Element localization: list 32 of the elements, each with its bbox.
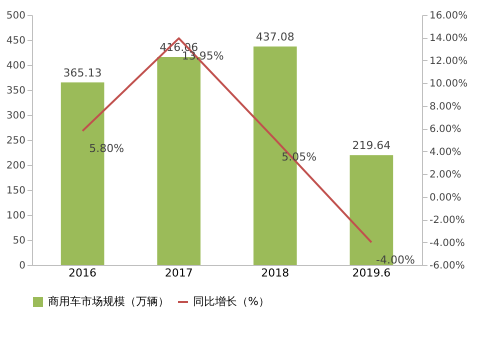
y-tick-label: 150 xyxy=(6,186,26,196)
x-tick-label: 2017 xyxy=(164,266,193,280)
x-tick-label: 2018 xyxy=(261,266,290,280)
y2-tick-label: 6.00% xyxy=(430,124,462,136)
y-tick-label: 300 xyxy=(6,110,26,122)
y-tick-label: 0 xyxy=(19,260,26,272)
data-label: 437.08 xyxy=(256,30,294,44)
legend-label: 同比增长（%） xyxy=(193,295,270,308)
y-tick-label: 350 xyxy=(6,86,26,96)
y-tick-label: 50 xyxy=(12,236,26,246)
y2-tick-label: 10.00% xyxy=(430,78,468,90)
y2-tick-label: 4.00% xyxy=(430,146,462,158)
y2-tick-label: 8.00% xyxy=(430,101,462,112)
x-tick-label: 2016 xyxy=(68,266,97,280)
x-tick-label: 2019.6 xyxy=(352,266,391,280)
data-label: 365.13 xyxy=(63,66,102,80)
y2-tick-label: -2.00% xyxy=(430,215,465,226)
y-tick-label: 400 xyxy=(6,60,26,72)
y2-tick-label: 0.00% xyxy=(430,192,462,204)
y2-tick-label: 12.00% xyxy=(430,56,468,67)
y-tick-label: 450 xyxy=(6,36,26,46)
data-label: 219.64 xyxy=(352,139,391,152)
y2-tick-label: -4.00% xyxy=(430,238,465,249)
y-tick-label: 100 xyxy=(6,210,26,222)
y2-tick-label: 2.00% xyxy=(430,170,462,181)
y-tick-label: 500 xyxy=(6,10,26,22)
legend-label: 商用车市场规模（万辆） xyxy=(48,295,169,308)
y-tick-label: 200 xyxy=(6,160,26,172)
y2-tick-label: -6.00% xyxy=(430,260,465,272)
y2-tick-label: 16.00% xyxy=(430,10,468,22)
y2-tick-label: 14.00% xyxy=(430,33,468,44)
y-tick-label: 250 xyxy=(6,136,26,146)
